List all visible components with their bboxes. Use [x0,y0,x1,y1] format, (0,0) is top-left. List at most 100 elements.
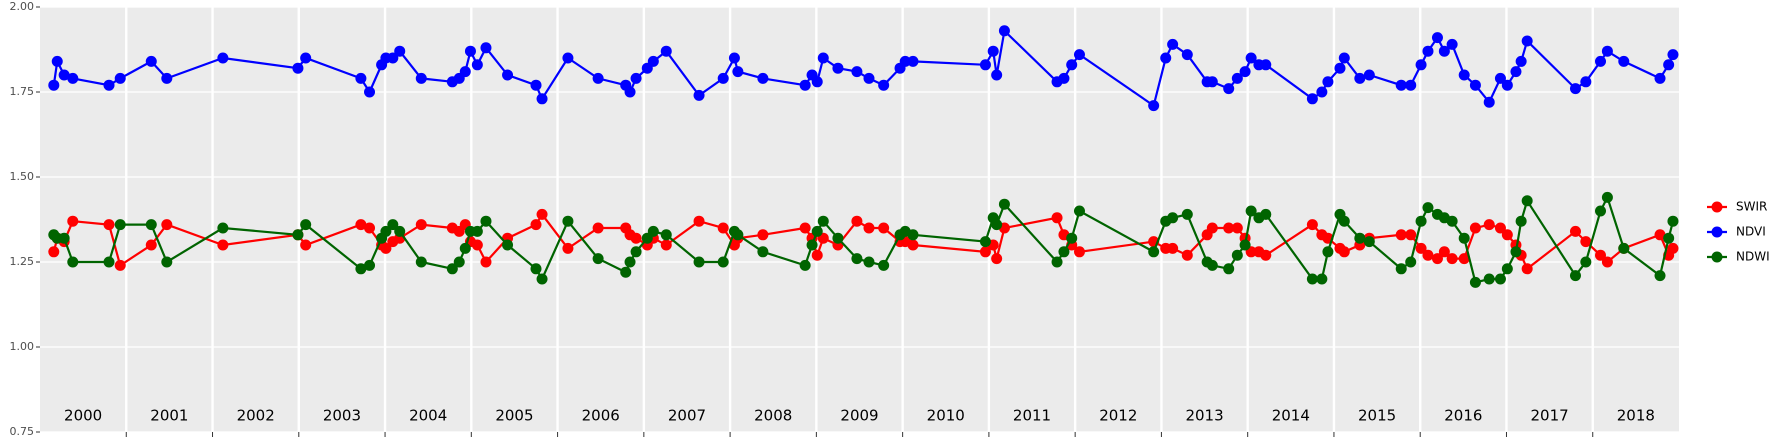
point [987,45,999,57]
point [1363,69,1375,81]
point [1260,208,1272,220]
point [530,263,542,275]
point [394,45,406,57]
point [907,55,919,67]
point [1231,249,1243,261]
point [1501,263,1513,275]
point [863,72,875,84]
year-label: 2013 [1185,407,1223,425]
point [1223,83,1235,95]
point [1515,215,1527,227]
point [1580,256,1592,268]
point [380,225,392,237]
point [415,256,427,268]
point [851,66,863,78]
point [817,215,829,227]
point [1338,52,1350,64]
point [471,239,483,251]
point [1667,242,1679,254]
point [1515,55,1527,67]
point [630,246,642,258]
legend-label: NDWI [1736,250,1770,264]
point [387,219,399,231]
point [161,219,173,231]
point [592,72,604,84]
point [300,239,312,251]
point [907,239,919,251]
point [1415,59,1427,71]
legend-key [1711,226,1723,238]
point [1181,49,1193,61]
point [453,256,465,268]
point [799,259,811,271]
point [1338,246,1350,258]
point [380,242,392,254]
point [1422,45,1434,57]
point [693,256,705,268]
point [1354,72,1366,84]
point [459,242,471,254]
year-label: 2011 [1013,407,1051,425]
point [630,232,642,244]
point [1167,38,1179,50]
point [1160,52,1172,64]
point [732,229,744,241]
point [1231,72,1243,84]
point [1601,191,1613,203]
point [502,239,514,251]
point [1595,205,1607,217]
point [1181,249,1193,261]
year-label: 2007 [668,407,706,425]
year-label: 2000 [64,407,102,425]
point [217,52,229,64]
point [562,215,574,227]
point [998,198,1010,210]
point [1501,79,1513,91]
year-label: 2005 [495,407,533,425]
y-tick-label: 0.75 [10,425,35,438]
point [1181,208,1193,220]
year-label: 2015 [1358,407,1396,425]
point [464,45,476,57]
point [647,225,659,237]
point [806,239,818,251]
point [103,79,115,91]
point [717,256,729,268]
point [48,246,60,258]
point [1595,55,1607,67]
point [693,89,705,101]
year-label: 2006 [582,407,620,425]
point [1239,66,1251,78]
point [624,86,636,98]
point [1395,263,1407,275]
point [387,52,399,64]
point [355,263,367,275]
point [1260,59,1272,71]
point [1405,256,1417,268]
point [145,55,157,67]
point [1446,215,1458,227]
point [1469,276,1481,288]
point [1654,270,1666,282]
point [979,236,991,248]
point [1580,76,1592,88]
point [415,72,427,84]
point [145,219,157,231]
point [562,52,574,64]
point [1618,55,1630,67]
legend-key [1711,201,1723,213]
point [1654,229,1666,241]
point [1405,79,1417,91]
point [1458,253,1470,265]
point [1066,232,1078,244]
point [1051,256,1063,268]
point [1231,222,1243,234]
point [717,222,729,234]
point [1431,253,1443,265]
point [1580,236,1592,248]
point [979,59,991,71]
point [817,52,829,64]
point [67,215,79,227]
point [991,219,1003,231]
year-label: 2009 [840,407,878,425]
